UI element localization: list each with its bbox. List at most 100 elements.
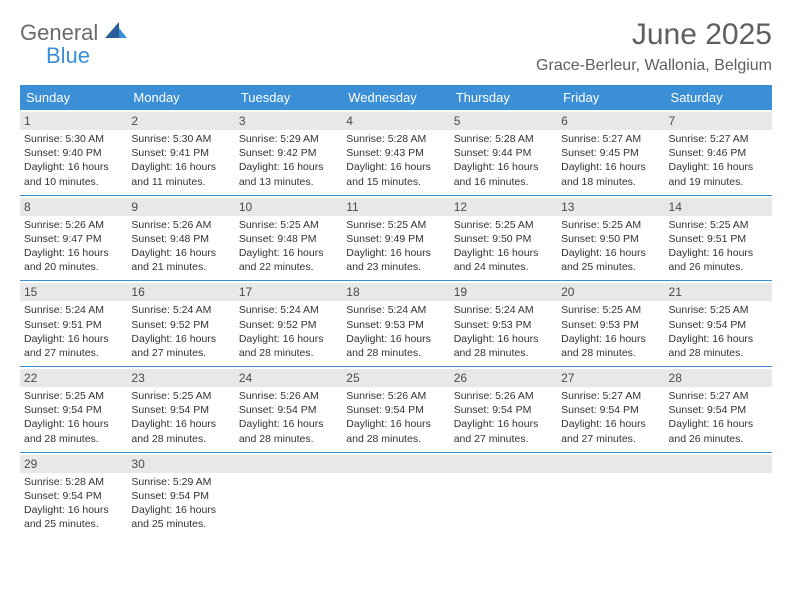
- day-number: 13: [557, 198, 664, 216]
- day-number: 12: [450, 198, 557, 216]
- day-cell: 5Sunrise: 5:28 AMSunset: 9:44 PMDaylight…: [450, 110, 557, 195]
- day-number: 5: [450, 112, 557, 130]
- daylight-text: and 24 minutes.: [454, 260, 553, 274]
- sunset-text: Sunset: 9:53 PM: [454, 318, 553, 332]
- sunrise-text: Sunrise: 5:28 AM: [454, 132, 553, 146]
- day-cell: 13Sunrise: 5:25 AMSunset: 9:50 PMDayligh…: [557, 196, 664, 281]
- sunrise-text: Sunrise: 5:26 AM: [131, 218, 230, 232]
- daylight-text: Daylight: 16 hours: [24, 332, 123, 346]
- day-cell: 6Sunrise: 5:27 AMSunset: 9:45 PMDaylight…: [557, 110, 664, 195]
- week-row: 1Sunrise: 5:30 AMSunset: 9:40 PMDaylight…: [20, 110, 772, 196]
- daylight-text: Daylight: 16 hours: [239, 417, 338, 431]
- day-cell: 17Sunrise: 5:24 AMSunset: 9:52 PMDayligh…: [235, 281, 342, 366]
- dayheader: Wednesday: [342, 85, 449, 110]
- daylight-text: Daylight: 16 hours: [24, 417, 123, 431]
- sunrise-text: Sunrise: 5:25 AM: [561, 303, 660, 317]
- day-number: 26: [450, 369, 557, 387]
- day-cell: 20Sunrise: 5:25 AMSunset: 9:53 PMDayligh…: [557, 281, 664, 366]
- day-cell: [450, 453, 557, 538]
- day-number: 19: [450, 283, 557, 301]
- day-cell: [557, 453, 664, 538]
- sunset-text: Sunset: 9:49 PM: [346, 232, 445, 246]
- week-row: 8 Sunrise: 5:26 AM Sunset: 9:47 PM Daylight…: [20, 196, 772, 282]
- day-cell: 2Sunrise: 5:30 AMSunset: 9:41 PMDaylight…: [127, 110, 234, 195]
- daylight-text: Daylight: 16 hours: [454, 417, 553, 431]
- sunset-text: Sunset: 9:48 PM: [239, 232, 338, 246]
- sunrise-text: Sunrise: 5:25 AM: [454, 218, 553, 232]
- daylight-text: Daylight: 16 hours: [454, 160, 553, 174]
- sunset-text: Sunset: 9:54 PM: [669, 318, 768, 332]
- sunset-text: Sunset: 9:47 PM: [24, 232, 123, 246]
- daylight-text: Daylight: 16 hours: [454, 332, 553, 346]
- sunrise-text: Sunrise: 5:25 AM: [131, 389, 230, 403]
- day-number: 7: [665, 112, 772, 130]
- dayheader: Tuesday: [235, 85, 342, 110]
- day-number: 17: [235, 283, 342, 301]
- day-cell: 3Sunrise: 5:29 AMSunset: 9:42 PMDaylight…: [235, 110, 342, 195]
- sunset-text: Sunset: 9:54 PM: [669, 403, 768, 417]
- sunset-text: Sunset: 9:42 PM: [239, 146, 338, 160]
- daylight-text: Daylight: 16 hours: [239, 246, 338, 260]
- sunrise-text: Sunrise: 5:25 AM: [561, 218, 660, 232]
- day-cell: 10Sunrise: 5:25 AMSunset: 9:48 PMDayligh…: [235, 196, 342, 281]
- daylight-text: Daylight: 16 hours: [454, 246, 553, 260]
- daylight-text: and 26 minutes.: [669, 432, 768, 446]
- sunrise-text: Sunrise: 5:27 AM: [561, 132, 660, 146]
- dayheader: Thursday: [450, 85, 557, 110]
- title-block: June 2025 Grace-Berleur, Wallonia, Belgi…: [536, 18, 772, 75]
- day-cell: 19Sunrise: 5:24 AMSunset: 9:53 PMDayligh…: [450, 281, 557, 366]
- logo-text: General Blue: [20, 22, 127, 68]
- daylight-text: and 28 minutes.: [454, 346, 553, 360]
- daylight-text: and 27 minutes.: [24, 346, 123, 360]
- daylight-text: Daylight: 16 hours: [131, 160, 230, 174]
- day-cell: [342, 453, 449, 538]
- sunrise-text: Sunrise: 5:26 AM: [454, 389, 553, 403]
- daylight-text: Daylight: 16 hours: [669, 160, 768, 174]
- sunset-text: Sunset: 9:53 PM: [561, 318, 660, 332]
- sunset-text: Sunset: 9:54 PM: [131, 489, 230, 503]
- day-number: 1: [20, 112, 127, 130]
- day-number: 9: [127, 198, 234, 216]
- daylight-text: Daylight: 16 hours: [131, 503, 230, 517]
- day-cell: 1Sunrise: 5:30 AMSunset: 9:40 PMDaylight…: [20, 110, 127, 195]
- day-cell: 29Sunrise: 5:28 AMSunset: 9:54 PMDayligh…: [20, 453, 127, 538]
- day-number: [235, 455, 342, 473]
- day-cell: 14Sunrise: 5:25 AMSunset: 9:51 PMDayligh…: [665, 196, 772, 281]
- sunset-text: Sunset: 9:52 PM: [239, 318, 338, 332]
- sunset-text: Sunset: 9:40 PM: [24, 146, 123, 160]
- sunrise-text: Sunrise: 5:26 AM: [346, 389, 445, 403]
- day-cell: 26Sunrise: 5:26 AMSunset: 9:54 PMDayligh…: [450, 367, 557, 452]
- daylight-text: and 16 minutes.: [454, 175, 553, 189]
- day-cell: 11Sunrise: 5:25 AMSunset: 9:49 PMDayligh…: [342, 196, 449, 281]
- daylight-text: and 23 minutes.: [346, 260, 445, 274]
- week-row: 22Sunrise: 5:25 AMSunset: 9:54 PMDayligh…: [20, 367, 772, 453]
- daylight-text: Daylight: 16 hours: [561, 160, 660, 174]
- daylight-text: Daylight: 16 hours: [239, 160, 338, 174]
- daylight-text: and 25 minutes.: [561, 260, 660, 274]
- day-number: [342, 455, 449, 473]
- day-number: 21: [665, 283, 772, 301]
- daylight-text: and 28 minutes.: [669, 346, 768, 360]
- day-number: 30: [127, 455, 234, 473]
- sunrise-text: Sunrise: 5:25 AM: [669, 303, 768, 317]
- day-cell: 18Sunrise: 5:24 AMSunset: 9:53 PMDayligh…: [342, 281, 449, 366]
- sunset-text: Sunset: 9:54 PM: [239, 403, 338, 417]
- dayheader: Monday: [127, 85, 234, 110]
- daylight-text: Daylight: 16 hours: [346, 160, 445, 174]
- day-cell: 16Sunrise: 5:24 AMSunset: 9:52 PMDayligh…: [127, 281, 234, 366]
- day-number: 24: [235, 369, 342, 387]
- day-cell: 30Sunrise: 5:29 AMSunset: 9:54 PMDayligh…: [127, 453, 234, 538]
- sunrise-text: Sunrise: 5:26 AM: [239, 389, 338, 403]
- day-cell: [665, 453, 772, 538]
- day-cell: 7Sunrise: 5:27 AMSunset: 9:46 PMDaylight…: [665, 110, 772, 195]
- day-number: 8: [20, 198, 127, 216]
- daylight-text: and 15 minutes.: [346, 175, 445, 189]
- sunset-text: Sunset: 9:51 PM: [669, 232, 768, 246]
- week-row: 29Sunrise: 5:28 AMSunset: 9:54 PMDayligh…: [20, 453, 772, 538]
- daylight-text: and 19 minutes.: [669, 175, 768, 189]
- sunset-text: Sunset: 9:54 PM: [24, 403, 123, 417]
- day-number: 4: [342, 112, 449, 130]
- sunset-text: Sunset: 9:50 PM: [561, 232, 660, 246]
- sunrise-text: Sunrise: 5:28 AM: [24, 475, 123, 489]
- daylight-text: Daylight: 16 hours: [669, 417, 768, 431]
